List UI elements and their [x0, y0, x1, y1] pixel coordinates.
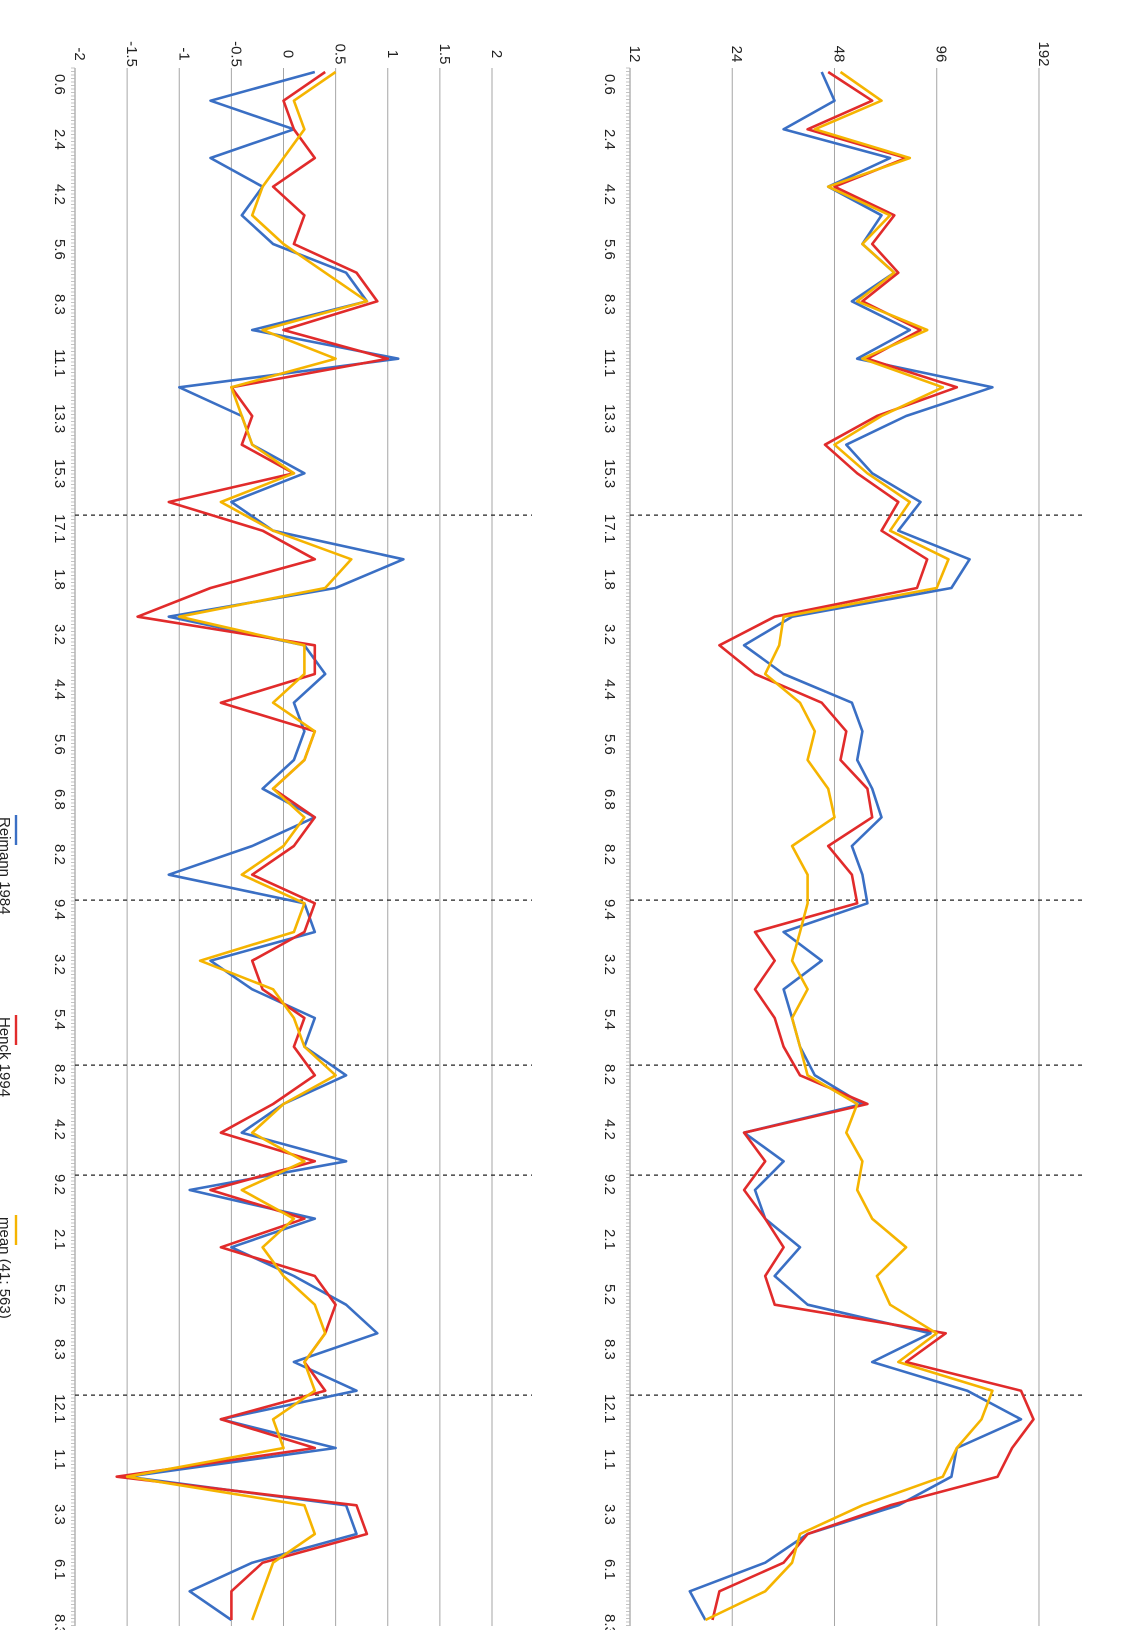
- category-tick-label: 4.2: [51, 1119, 68, 1140]
- category-tick-label: 6.1: [51, 1559, 68, 1580]
- category-tick-label: 12.1: [601, 1394, 618, 1423]
- category-tick-label: 5.6: [601, 239, 618, 260]
- series-line-reimann-1984: [688, 71, 1023, 1621]
- legend-label: Reimann 1984: [0, 817, 13, 915]
- category-tick-label: 4.2: [51, 184, 68, 205]
- value-tick-label: 1.5: [436, 44, 453, 65]
- category-tick-label: 9.4: [51, 899, 68, 920]
- category-tick-label: 3.2: [601, 954, 618, 975]
- category-tick-label: 17.1: [601, 514, 618, 543]
- series-line-mean-41-563: [125, 70, 369, 1621]
- category-tick-label: 15.3: [51, 459, 68, 488]
- category-tick-label: 8.2: [51, 844, 68, 865]
- category-tick-label: 1.8: [601, 569, 618, 590]
- category-tick-label: 12.1: [51, 1394, 68, 1423]
- legend-label: Henck 1994: [0, 1017, 13, 1097]
- category-tick-label: 8.2: [601, 1064, 618, 1085]
- value-tick-label: -1.5: [123, 41, 140, 67]
- category-tick-label: 8.3: [51, 294, 68, 315]
- category-tick-label: 13.3: [51, 404, 68, 433]
- value-tick-label: 2: [488, 50, 505, 58]
- value-tick-label: 12: [626, 46, 643, 63]
- category-tick-label: 15.3: [601, 459, 618, 488]
- category-tick-label: 0.6: [601, 74, 618, 95]
- value-tick-label: 1: [384, 50, 401, 58]
- category-tick-label: 9.4: [601, 899, 618, 920]
- value-tick-label: -2: [71, 47, 88, 60]
- series-line-henck-1994: [711, 70, 1035, 1621]
- category-tick-label: 5.2: [601, 1284, 618, 1305]
- category-tick-label: 1.8: [51, 569, 68, 590]
- category-tick-label: 13.3: [601, 404, 618, 433]
- value-tick-label: 0: [280, 50, 297, 58]
- category-tick-label: 5.6: [601, 734, 618, 755]
- value-tick-label: 96: [933, 46, 950, 63]
- category-tick-label: 3.3: [601, 1504, 618, 1525]
- category-tick-label: 5.6: [51, 734, 68, 755]
- category-tick-label: 2.4: [51, 129, 68, 150]
- category-tick-label: 8.2: [51, 1064, 68, 1085]
- category-tick-label: 5.4: [601, 1009, 618, 1030]
- category-tick-label: 8.2: [601, 844, 618, 865]
- category-tick-label: 5.6: [51, 239, 68, 260]
- category-tick-label: 6.8: [601, 789, 618, 810]
- category-tick-label: 5.2: [51, 1284, 68, 1305]
- legend: Reimann 1984 Henck 1994 mean (41; 563): [0, 815, 18, 1319]
- category-tick-label: 6.1: [601, 1559, 618, 1580]
- category-tick-label: 6.8: [51, 789, 68, 810]
- category-tick-label: 2.1: [601, 1229, 618, 1250]
- value-tick-label: 192: [1035, 41, 1052, 66]
- category-tick-label: 1.1: [601, 1449, 618, 1470]
- legend-label: mean (41; 563): [0, 1217, 13, 1319]
- category-tick-label: 11.1: [601, 349, 618, 377]
- value-tick-label: -1: [175, 47, 192, 60]
- category-tick-label: 5.4: [51, 1009, 68, 1030]
- category-tick-label: 3.3: [51, 1504, 68, 1525]
- series-line-reimann-1984: [125, 70, 405, 1622]
- value-tick-label: -0.5: [227, 41, 244, 67]
- top-chart-log-scale: 12 24 48 96 192 0.6 2.4 4.2 5.6 8.3 11.1 13.3 15.3 17…: [601, 41, 1085, 1630]
- category-tick-label: 3.2: [601, 624, 618, 645]
- category-tick-label: 9.2: [51, 1174, 68, 1195]
- category-tick-label: 4.4: [51, 679, 68, 700]
- category-tick-label: 4.2: [601, 1119, 618, 1140]
- value-tick-label: 48: [830, 46, 847, 63]
- category-tick-label: 2.1: [51, 1229, 68, 1250]
- category-tick-label: 11.1: [51, 349, 68, 377]
- category-tick-label: 17.1: [51, 514, 68, 543]
- category-tick-label: 0.6: [51, 74, 68, 95]
- category-tick-label: 8.3: [51, 1614, 68, 1630]
- category-tick-label: 1.1: [51, 1449, 68, 1470]
- value-tick-label: 0.5: [332, 44, 349, 65]
- value-tick-label: 24: [728, 46, 745, 63]
- category-tick-label: 8.3: [601, 1339, 618, 1360]
- category-tick-label: 8.3: [51, 1339, 68, 1360]
- series-line-mean-41-563: [704, 70, 994, 1622]
- category-tick-label: 8.3: [601, 294, 618, 315]
- category-tick-label: 4.4: [601, 679, 618, 700]
- category-tick-label: 4.2: [601, 184, 618, 205]
- category-tick-label: 8.3: [601, 1614, 618, 1630]
- category-tick-label: 2.4: [601, 129, 618, 150]
- bottom-chart-linear-scale: -2 -1.5 -1 -0.5 0 0.5 1 1.5 2 0.6 2.4 4.2 5.6 8.3 11.1…: [51, 41, 532, 1630]
- category-tick-label: 9.2: [601, 1174, 618, 1195]
- category-tick-label: 3.2: [51, 954, 68, 975]
- category-tick-label: 3.2: [51, 624, 68, 645]
